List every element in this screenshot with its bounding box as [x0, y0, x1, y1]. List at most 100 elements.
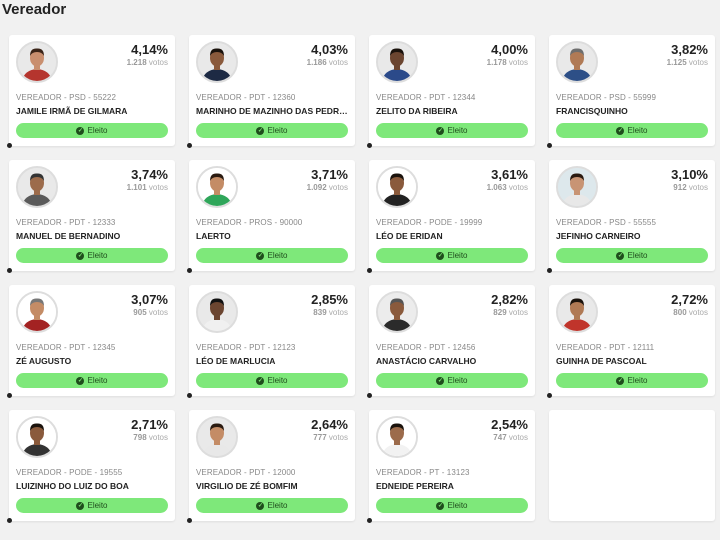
vote-count: 839 votos — [313, 308, 348, 317]
candidate-card[interactable]: 4,14% 1.218 votos VEREADOR - PSD - 55222 JA… — [7, 35, 175, 148]
elected-badge: ✓ Eleito — [556, 248, 708, 263]
candidate-card[interactable]: 3,74% 1.101 votos VEREADOR - PDT - 12333 MA… — [7, 160, 175, 273]
elected-label: Eleito — [267, 251, 288, 260]
candidate-card[interactable]: 3,82% 1.125 votos VEREADOR - PSD - 55999 FR… — [547, 35, 715, 148]
candidate-name: MANUEL DE BERNADINO — [16, 231, 121, 241]
candidate-meta: VEREADOR - PT - 13123 — [376, 468, 470, 477]
vote-percentage: 2,72% — [671, 292, 708, 307]
elected-label: Eleito — [87, 126, 108, 135]
candidate-name: LÉO DE ERIDAN — [376, 231, 443, 241]
candidate-avatar — [16, 166, 58, 208]
check-circle-icon: ✓ — [76, 251, 85, 260]
candidate-card[interactable]: 2,72% 800 votos VEREADOR - PDT - 12111 GUIN… — [547, 285, 715, 398]
vote-unit: votos — [326, 308, 348, 317]
card-corner-dot — [187, 143, 192, 148]
candidate-card[interactable]: 2,71% 798 votos VEREADOR - PODE - 19555 LUI… — [7, 410, 175, 523]
vote-count: 1.092 votos — [307, 183, 348, 192]
candidate-card[interactable]: 4,03% 1.186 votos VEREADOR - PDT - 12360 MA… — [187, 35, 355, 148]
candidate-meta: VEREADOR - PDT - 12456 — [376, 343, 476, 352]
candidate-avatar — [376, 291, 418, 333]
check-circle-icon: ✓ — [256, 501, 265, 510]
vote-unit: votos — [146, 308, 168, 317]
candidate-card[interactable]: 3,10% 912 votos VEREADOR - PSD - 55555 JEFI… — [547, 160, 715, 273]
vote-unit: votos — [506, 308, 528, 317]
candidate-card[interactable]: 2,64% 777 votos VEREADOR - PDT - 12000 VIRG… — [187, 410, 355, 523]
candidate-card[interactable]: 3,07% 905 votos VEREADOR - PDT - 12345 ZÉ A… — [7, 285, 175, 398]
check-circle-icon: ✓ — [76, 501, 85, 510]
candidate-name: MARINHO DE MAZINHO DAS PEDRAS — [196, 106, 348, 116]
check-circle-icon: ✓ — [616, 376, 625, 385]
candidate-meta: VEREADOR - PSD - 55222 — [16, 93, 117, 102]
candidate-meta: VEREADOR - PODE - 19999 — [376, 218, 483, 227]
vote-number: 1.092 — [306, 183, 327, 192]
person-photo-icon — [558, 293, 596, 331]
vote-percentage: 2,82% — [491, 292, 528, 307]
elected-badge: ✓ Eleito — [376, 373, 528, 388]
vote-number: 839 — [313, 308, 327, 317]
elected-label: Eleito — [87, 376, 108, 385]
check-circle-icon: ✓ — [256, 376, 265, 385]
vote-percentage: 3,07% — [131, 292, 168, 307]
candidate-card[interactable]: 3,71% 1.092 votos VEREADOR - PROS - 90000 L… — [187, 160, 355, 273]
vote-count: 800 votos — [673, 308, 708, 317]
elected-label: Eleito — [447, 376, 468, 385]
vote-number: 1.101 — [126, 183, 147, 192]
candidate-meta: VEREADOR - PROS - 90000 — [196, 218, 303, 227]
elected-label: Eleito — [627, 376, 648, 385]
page-title: Vereador — [2, 1, 67, 18]
person-photo-icon — [198, 418, 236, 456]
candidate-card[interactable]: 2,54% 747 votos VEREADOR - PT - 13123 EDNEI… — [367, 410, 535, 523]
vote-number: 777 — [313, 433, 327, 442]
candidate-avatar — [556, 166, 598, 208]
candidate-avatar — [376, 166, 418, 208]
candidate-avatar — [196, 291, 238, 333]
check-circle-icon: ✓ — [436, 126, 445, 135]
vote-number: 1.186 — [306, 58, 327, 67]
vote-number: 747 — [493, 433, 507, 442]
person-photo-icon — [378, 418, 416, 456]
vote-percentage: 2,64% — [311, 417, 348, 432]
elected-badge: ✓ Eleito — [196, 373, 348, 388]
check-circle-icon: ✓ — [76, 376, 85, 385]
vote-count: 1.186 votos — [307, 58, 348, 67]
candidate-meta: VEREADOR - PDT - 12333 — [16, 218, 116, 227]
vote-percentage: 2,71% — [131, 417, 168, 432]
vote-percentage: 4,03% — [311, 42, 348, 57]
vote-percentage: 2,54% — [491, 417, 528, 432]
vote-percentage: 2,85% — [311, 292, 348, 307]
person-photo-icon — [18, 293, 56, 331]
card-corner-dot — [187, 518, 192, 523]
candidate-name: EDNEIDE PEREIRA — [376, 481, 454, 491]
elected-badge: ✓ Eleito — [16, 248, 168, 263]
candidate-card[interactable]: 4,00% 1.178 votos VEREADOR - PDT - 12344 ZE… — [367, 35, 535, 148]
elected-label: Eleito — [447, 501, 468, 510]
elected-label: Eleito — [267, 126, 288, 135]
card-corner-dot — [7, 143, 12, 148]
candidate-card[interactable]: 2,82% 829 votos VEREADOR - PDT - 12456 ANAS… — [367, 285, 535, 398]
candidate-meta: VEREADOR - PDT - 12000 — [196, 468, 296, 477]
vote-percentage: 3,10% — [671, 167, 708, 182]
vote-number: 905 — [133, 308, 147, 317]
elected-label: Eleito — [447, 251, 468, 260]
vote-unit: votos — [146, 183, 168, 192]
vote-count: 798 votos — [133, 433, 168, 442]
candidate-name: ANASTÁCIO CARVALHO — [376, 356, 477, 366]
vote-unit: votos — [686, 308, 708, 317]
candidate-card[interactable]: 3,61% 1.063 votos VEREADOR - PODE - 19999 L… — [367, 160, 535, 273]
person-photo-icon — [558, 43, 596, 81]
candidate-card[interactable]: 2,85% 839 votos VEREADOR - PDT - 12123 LÉO … — [187, 285, 355, 398]
candidate-meta: VEREADOR - PDT - 12345 — [16, 343, 116, 352]
check-circle-icon: ✓ — [436, 251, 445, 260]
vote-count: 1.125 votos — [667, 58, 708, 67]
card-corner-dot — [367, 518, 372, 523]
candidate-meta: VEREADOR - PSD - 55555 — [556, 218, 657, 227]
vote-number: 1.218 — [126, 58, 147, 67]
candidate-meta: VEREADOR - PDT - 12344 — [376, 93, 476, 102]
candidate-grid: 4,14% 1.218 votos VEREADOR - PSD - 55222 JA… — [7, 35, 715, 523]
elected-badge: ✓ Eleito — [16, 498, 168, 513]
elected-label: Eleito — [627, 126, 648, 135]
candidate-avatar — [376, 41, 418, 83]
vote-count: 1.218 votos — [127, 58, 168, 67]
person-photo-icon — [378, 293, 416, 331]
candidate-name: ZELITO DA RIBEIRA — [376, 106, 458, 116]
